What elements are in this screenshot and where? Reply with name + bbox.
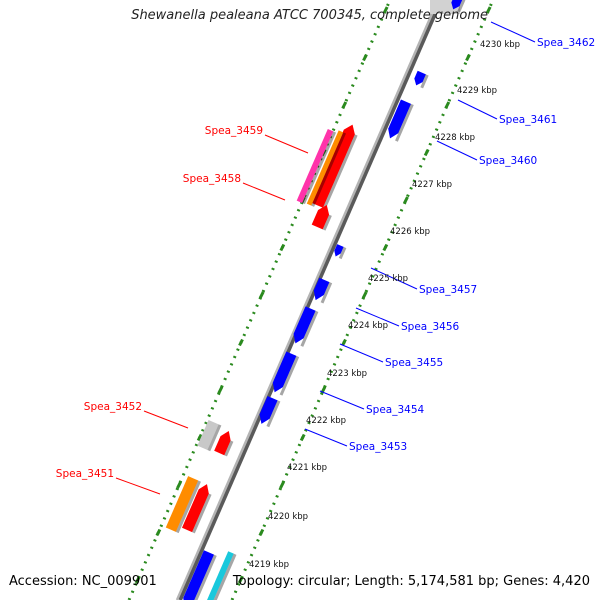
gene-spea-3456 xyxy=(313,277,333,304)
gene-spea-3453 xyxy=(259,395,281,428)
connector-line xyxy=(436,140,478,161)
ruler-tick xyxy=(258,291,265,299)
gene-spea-3455 xyxy=(293,306,319,347)
ruler-tick-label: 4222 kbp xyxy=(306,416,346,426)
ruler-tick xyxy=(403,196,409,204)
connector-line xyxy=(319,390,365,410)
connector-line xyxy=(143,410,189,429)
gene-labels: Spea_3462 Spea_3461 Spea_3460 Spea_3457 Spea… xyxy=(56,37,595,480)
feature-grey xyxy=(197,419,222,452)
ruler-tick xyxy=(176,481,182,489)
ruler-tick-label: 4230 kbp xyxy=(480,40,520,50)
connector-line xyxy=(339,343,384,363)
feature-magenta xyxy=(296,129,337,205)
ruler-tick xyxy=(238,338,244,347)
ruler-tick xyxy=(341,101,348,109)
gene-spea-3461 xyxy=(414,70,429,89)
ruler-tick xyxy=(258,528,265,537)
ruler-tick-label: 4224 kbp xyxy=(348,321,388,331)
ruler-tick xyxy=(217,386,224,394)
ruler-ticks-right xyxy=(237,6,492,584)
ruler-tick-label: 4228 kbp xyxy=(435,133,475,143)
gene-spea-3452 xyxy=(214,430,234,457)
ruler-tick xyxy=(341,338,347,347)
connector-line xyxy=(457,99,498,120)
ruler-tick-label: 4221 kbp xyxy=(287,463,327,473)
gene-reverse-bottom xyxy=(183,550,217,600)
ruler-tick-labels: 4230 kbp 4229 kbp 4228 kbp 4227 kbp 4226 kbp… xyxy=(249,40,520,570)
ruler-tick xyxy=(299,433,306,442)
feature-cyan xyxy=(204,551,237,600)
gene-spea-3458 xyxy=(311,204,332,231)
ruler-tick xyxy=(485,6,492,14)
gene-label-spea_3452: Spea_3452 xyxy=(84,401,142,413)
ruler-tick xyxy=(382,243,389,252)
gene-label-spea_3462: Spea_3462 xyxy=(537,37,595,49)
ruler-tick xyxy=(465,53,471,62)
connector-line xyxy=(490,21,536,43)
gene-spea-3454 xyxy=(272,351,300,396)
gene-spea-3457 xyxy=(334,244,347,260)
gene-spea-3459 xyxy=(311,124,358,209)
feature-tracks xyxy=(165,0,466,600)
ruler-tick xyxy=(196,433,203,442)
backbone-shadow xyxy=(178,0,443,600)
ruler-line-left xyxy=(127,0,392,600)
ruler-tick-label: 4226 kbp xyxy=(390,227,430,237)
feature-orange-upper xyxy=(306,130,346,207)
ruler-tick xyxy=(237,576,244,584)
ruler-tick-label: 4225 kbp xyxy=(368,274,408,284)
ruler-tick xyxy=(444,101,451,109)
ruler-tick xyxy=(361,291,368,299)
ruler-tick xyxy=(279,243,286,252)
connector-line xyxy=(304,428,348,447)
ruler-tick xyxy=(134,576,141,584)
connector-line xyxy=(115,477,161,495)
gene-label-spea_3461: Spea_3461 xyxy=(499,114,557,126)
ruler-tick-label: 4220 kbp xyxy=(268,512,308,522)
gene-label-spea_3451: Spea_3451 xyxy=(56,468,114,480)
ruler-dotted-left xyxy=(127,0,392,600)
ruler-tick-label: 4227 kbp xyxy=(412,180,452,190)
ruler-tick-label: 4229 kbp xyxy=(457,86,497,96)
ruler-line-right xyxy=(230,0,495,600)
gene-label-spea_3455: Spea_3455 xyxy=(385,357,443,369)
gene-label-spea_3460: Spea_3460 xyxy=(479,155,537,167)
ruler-tick xyxy=(382,6,389,14)
genome-backbone xyxy=(175,0,440,600)
connector-line xyxy=(370,267,418,290)
gene-label-spea_3458: Spea_3458 xyxy=(183,173,241,185)
gene-label-spea_3457: Spea_3457 xyxy=(419,284,477,296)
gene-spea-3460 xyxy=(388,99,414,142)
accession-text: Accession: NC_009901 xyxy=(9,574,157,589)
ruler-tick-label: 4223 kbp xyxy=(327,369,367,379)
feature-orange-lower xyxy=(165,476,201,534)
ruler-tick xyxy=(423,148,430,157)
gene-spea-3451 xyxy=(181,484,212,534)
ruler-tick xyxy=(155,528,162,537)
gene-label-spea_3454: Spea_3454 xyxy=(366,404,425,416)
ruler-dotted-right xyxy=(230,0,495,600)
connector-line xyxy=(264,134,309,154)
connector-line xyxy=(355,307,400,327)
gene-label-spea_3459: Spea_3459 xyxy=(205,125,263,137)
ruler-tick xyxy=(279,481,285,489)
ruler-tick-label: 4219 kbp xyxy=(249,560,289,570)
gene-label-connectors xyxy=(115,21,536,495)
connector-line xyxy=(242,182,286,201)
gene-spea-3462 xyxy=(451,0,466,13)
gene-label-spea_3456: Spea_3456 xyxy=(401,321,460,333)
genome-title: Shewanella pealeana ATCC 700345, complet… xyxy=(131,8,488,23)
gene-label-spea_3453: Spea_3453 xyxy=(349,441,407,453)
topology-text: Topology: circular; Length: 5,174,581 bp… xyxy=(232,574,590,589)
ruler-tick xyxy=(362,53,368,62)
